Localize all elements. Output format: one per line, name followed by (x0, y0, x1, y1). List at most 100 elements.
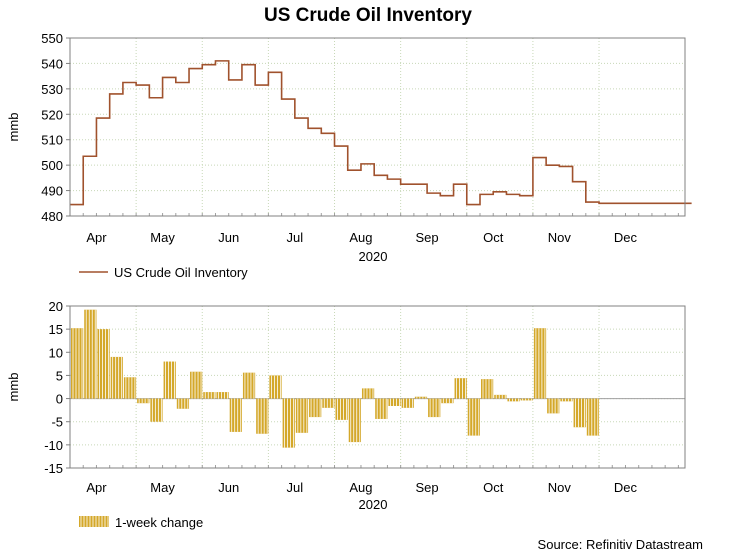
top-y-tick-label: 500 (41, 158, 63, 173)
change-bar (507, 398, 520, 402)
change-bar-fill (507, 398, 520, 402)
change-bar (586, 398, 600, 436)
change-bar-fill (428, 398, 441, 418)
top-y-tick-label: 520 (41, 107, 63, 122)
bot-y-tick-label: 5 (56, 368, 63, 383)
change-bar (494, 394, 507, 399)
change-bar (547, 398, 560, 414)
change-bar (467, 398, 480, 436)
top-y-tick-label: 510 (41, 133, 63, 148)
change-bar-fill (176, 398, 190, 409)
top-x-tick-label: Dec (614, 230, 638, 245)
bottom-y-axis-label: mmb (6, 373, 21, 402)
bot-x-tick-label: Apr (86, 480, 107, 495)
change-bar (481, 379, 494, 399)
change-bar (361, 388, 375, 399)
change-bar (454, 378, 467, 399)
change-bar-fill (123, 377, 137, 399)
change-bar-fill (414, 396, 428, 399)
inventory-line (70, 60, 692, 206)
change-bar (428, 398, 441, 418)
change-bar (84, 309, 97, 399)
change-bar-fill (533, 328, 547, 399)
change-bar-fill (441, 398, 454, 404)
top-x-tick-label: May (150, 230, 175, 245)
change-bar (401, 398, 414, 408)
change-bar-fill (586, 398, 600, 436)
bot-x-tick-label: Jun (218, 480, 239, 495)
top-gridlines (66, 37, 685, 217)
bot-y-tick-label: -5 (51, 415, 63, 430)
change-bar-fill (269, 375, 282, 399)
change-bar (322, 398, 335, 408)
bottom-legend: 1-week change (79, 515, 203, 530)
top-legend: US Crude Oil Inventory (79, 265, 248, 280)
change-bar-fill (481, 379, 494, 399)
change-bar-fill (110, 356, 123, 399)
change-bar-panel: -15 -10 -5 0 5 10 15 20 Apr May Jun Jul Aug Sep Oct No… (6, 299, 686, 512)
change-bar (533, 328, 547, 399)
change-legend-swatch (79, 516, 109, 527)
top-x-tick-label: Apr (86, 230, 107, 245)
change-bar-fill (454, 378, 467, 399)
top-plot-frame (69, 37, 686, 217)
top-x-tick-labels: Apr May Jun Jul Aug Sep Oct Nov Dec (86, 230, 637, 245)
change-bar-fill (348, 398, 361, 443)
change-bar (163, 361, 176, 399)
change-bar (520, 398, 533, 401)
top-y-tick-label: 530 (41, 82, 63, 97)
top-x-tick-label: Oct (483, 230, 504, 245)
change-bar (256, 398, 269, 434)
inventory-legend-label: US Crude Oil Inventory (114, 265, 248, 280)
change-bar-fill (573, 398, 586, 428)
bottom-gridlines (66, 305, 685, 469)
change-bar-fill (322, 398, 335, 408)
change-bar-fill (137, 398, 150, 404)
top-y-tick-label: 490 (41, 184, 63, 199)
top-y-tick-label: 550 (41, 31, 63, 46)
change-bar-fill (560, 398, 573, 402)
bot-y-tick-label: -15 (44, 461, 63, 476)
source-note: Source: Refinitiv Datastream (538, 537, 703, 552)
top-x-tick-label: Jun (218, 230, 239, 245)
change-bar-fill (203, 392, 216, 399)
change-bar (123, 377, 137, 399)
change-bar-fill (467, 398, 480, 436)
bot-x-tick-label: Dec (614, 480, 638, 495)
change-bar (441, 398, 454, 404)
bot-x-tick-label: May (150, 480, 175, 495)
change-bar (229, 398, 242, 432)
change-bar (203, 392, 216, 399)
change-bar-fill (71, 328, 84, 399)
bot-y-tick-label: 0 (56, 392, 63, 407)
change-bar (375, 398, 388, 419)
top-y-tick-label: 480 (41, 209, 63, 224)
change-bar-fill (97, 329, 110, 399)
bot-y-tick-label: 15 (49, 322, 63, 337)
bottom-x-tick-labels: Apr May Jun Jul Aug Sep Oct Nov Dec (86, 480, 637, 495)
top-year-label: 2020 (359, 249, 388, 264)
change-bar-fill (388, 398, 401, 406)
change-bar-fill (375, 398, 388, 419)
change-bar (216, 392, 229, 399)
bot-x-tick-label: Sep (416, 480, 439, 495)
bot-y-tick-label: 20 (49, 299, 63, 314)
top-y-axis-label: mmb (6, 113, 21, 142)
change-legend-label: 1-week change (115, 515, 203, 530)
change-bar (295, 398, 309, 433)
change-bar (414, 396, 428, 399)
change-bar (573, 398, 586, 428)
bottom-year-label: 2020 (359, 497, 388, 512)
change-bar (335, 398, 348, 420)
change-bar-fill (295, 398, 309, 433)
change-bar-fill (216, 392, 229, 399)
change-bar-fill (401, 398, 414, 408)
bot-x-tick-label: Oct (483, 480, 504, 495)
change-bar (560, 398, 573, 402)
change-legend-fill (79, 516, 109, 527)
change-bar-fill (494, 394, 507, 399)
change-bar (269, 375, 282, 399)
change-bar (71, 328, 84, 399)
bot-x-tick-label: Jul (287, 480, 304, 495)
